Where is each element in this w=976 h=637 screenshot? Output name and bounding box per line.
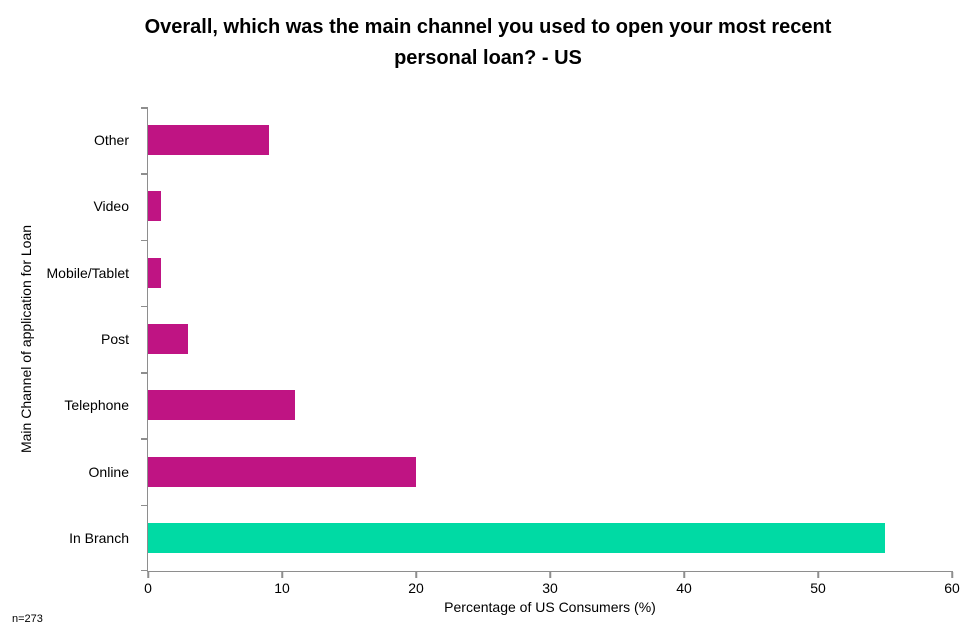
category-axis-labels: Other Video Mobile/Tablet Post Telephone Onli… [0,107,138,571]
bar-telephone [148,390,296,421]
bar-mobile-tablet [148,257,162,288]
y-axis-tick [141,504,148,507]
x-axis-tick-label-0: 0 [144,580,152,596]
x-axis-line [146,570,953,572]
chart-title-line2: personal loan? - US [394,47,582,69]
y-axis-tick [141,569,148,571]
sample-size-note: n=273 [12,613,43,625]
x-axis-tick-label-30: 30 [542,580,558,596]
category-label-post: Post [100,331,129,347]
x-axis-title: Percentage of US Consumers (%) [444,599,656,615]
category-label-mobile-tablet: Mobile/Tablet [46,264,130,281]
y-axis-tick [141,173,148,175]
x-axis-tick-label-60: 60 [944,580,960,596]
y-axis-tick [141,305,148,308]
x-axis-tick [951,572,953,578]
category-label-other: Other [93,132,129,149]
x-axis-tick-labels: 0 10 20 30 40 50 60 [144,571,960,607]
bar-online [148,456,416,487]
bar-in-branch [148,522,885,553]
category-label-telephone: Telephone [64,397,129,414]
x-axis-tick-label-40: 40 [676,580,692,596]
bar-video [148,191,162,222]
bar-other [148,125,269,156]
x-axis-tick-label-10: 10 [274,580,290,596]
chart-title: Overall, which was the main channel you … [0,12,976,74]
y-axis-tick [141,372,148,374]
x-axis-tick-label-20: 20 [408,580,424,596]
chart-title-line1: Overall, which was the main channel you … [144,16,832,38]
bar-post [148,324,189,354]
category-label-video: Video [93,198,129,215]
x-axis-tick [415,572,417,578]
x-axis-tick [683,572,685,578]
category-label-in-branch: In Branch [69,529,129,546]
x-axis-tick [549,572,551,578]
y-axis-tick [141,107,148,109]
y-axis-line [146,107,148,572]
x-axis-tick [817,572,819,578]
category-label-online: Online [88,463,129,480]
y-axis-tick [141,438,148,440]
plot-area [141,107,952,571]
y-axis-tick [141,239,148,242]
x-axis-tick [281,572,283,578]
x-axis-tick-label-50: 50 [810,580,826,596]
x-axis-tick [147,572,149,578]
